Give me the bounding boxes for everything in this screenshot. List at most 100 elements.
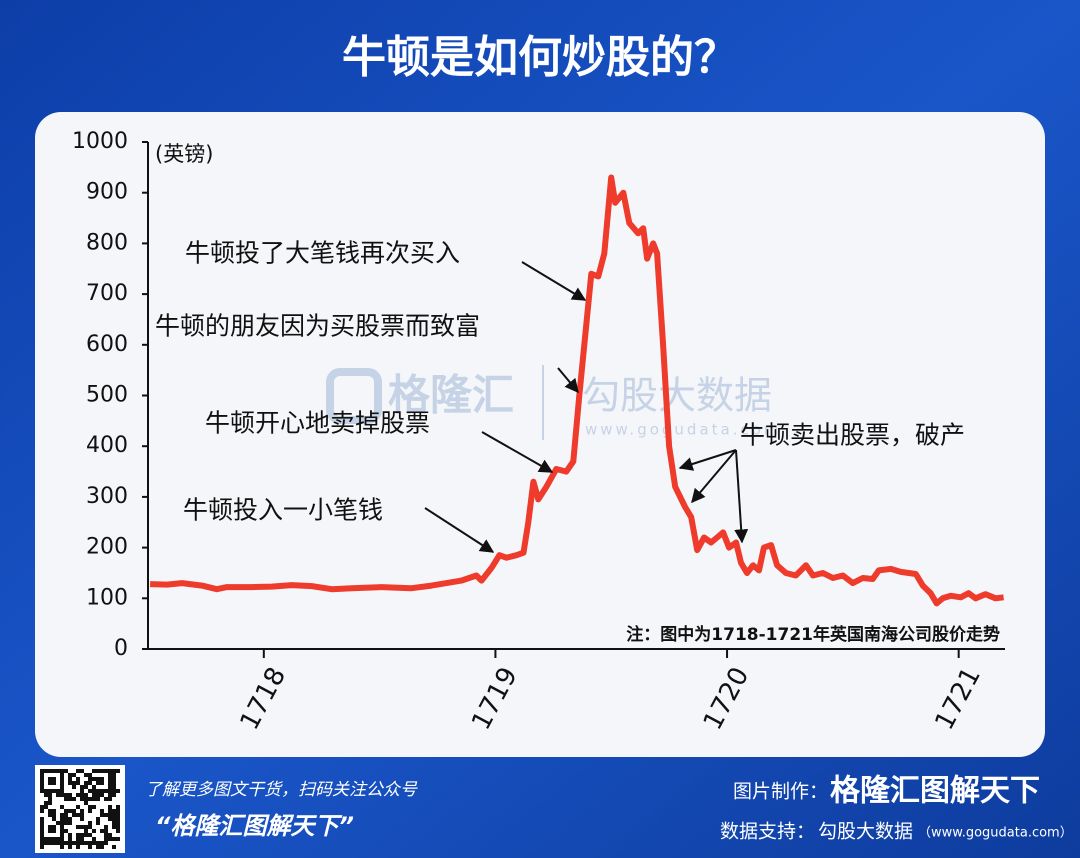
y-tick-label: 1000 [72, 129, 128, 154]
qr-cell [80, 841, 84, 845]
data-by: 勾股大数据 [818, 821, 913, 843]
qr-cell [60, 805, 64, 809]
qr-cell [112, 777, 116, 781]
qr-cell [52, 809, 56, 813]
qr-cell [60, 825, 64, 829]
qr-cell [72, 781, 76, 785]
qr-cell [60, 777, 64, 781]
qr-cell [88, 845, 92, 849]
qr-cell [40, 837, 44, 841]
y-tick-label: 500 [86, 383, 128, 408]
qr-cell [64, 817, 68, 821]
qr-cell [64, 813, 68, 817]
qr-cell [44, 805, 48, 809]
y-tick-label: 600 [86, 332, 128, 357]
annotation: 牛顿的朋友因为买股票而致富 [155, 312, 480, 341]
qr-cell [104, 789, 108, 793]
data-label: 数据支持： [720, 821, 815, 843]
qr-cell [92, 829, 96, 833]
annotation: 牛顿开心地卖掉股票 [205, 409, 430, 438]
qr-cell [80, 785, 84, 789]
qr-cell [52, 781, 56, 785]
qr-cell [112, 821, 116, 825]
qr-cell [64, 829, 68, 833]
qr-cell [64, 809, 68, 813]
qr-cell [100, 793, 104, 797]
qr-cell [108, 813, 112, 817]
qr-cell [52, 777, 56, 781]
qr-cell [112, 785, 116, 789]
y-tick-label: 300 [86, 484, 128, 509]
qr-cell [104, 833, 108, 837]
qr-cell [96, 821, 100, 825]
qr-cell [112, 837, 116, 841]
qr-cell [68, 773, 72, 777]
qr-cell [44, 801, 48, 805]
qr-cell [52, 789, 56, 793]
qr-cell [92, 805, 96, 809]
qr-cell [92, 777, 96, 781]
qr-cell [84, 829, 88, 833]
qr-cell [76, 845, 80, 849]
qr-cell [112, 813, 116, 817]
qr-cell [88, 805, 92, 809]
annotation-arrow [691, 449, 737, 504]
y-unit: (英镑) [155, 142, 213, 166]
qr-cell [96, 793, 100, 797]
qr-cell [108, 809, 112, 813]
qr-cell [112, 809, 116, 813]
qr-cell [88, 821, 92, 825]
qr-cell [116, 825, 120, 829]
qr-cell [96, 769, 100, 773]
qr-cell [72, 813, 76, 817]
qr-cell [56, 841, 60, 845]
annotation: 牛顿投入一小笔钱 [183, 496, 383, 525]
qr-cell [48, 797, 52, 801]
made-label: 图片制作： [733, 781, 828, 803]
qr-cell [116, 829, 120, 833]
qr-code [35, 765, 125, 853]
qr-cell [48, 801, 52, 805]
annotation-arrow [521, 261, 587, 301]
qr-cell [108, 793, 112, 797]
qr-cell [96, 789, 100, 793]
qr-cell [108, 769, 112, 773]
qr-cell [48, 837, 52, 841]
watermark: 格隆汇 勾股大数据 www.gogudata.com [326, 365, 779, 440]
qr-cell [40, 789, 44, 793]
qr-cell [52, 829, 56, 833]
qr-cell [108, 817, 112, 821]
annotation-arrow [678, 449, 737, 471]
qr-cell [100, 809, 104, 813]
note: 注：图中为1718-1721年英国南海公司股价走势 [626, 624, 1000, 645]
annotation-arrow [557, 367, 579, 394]
qr-cell [68, 841, 72, 845]
qr-cell [84, 797, 88, 801]
qr-cell [104, 825, 108, 829]
qr-cell [96, 777, 100, 781]
qr-cell [68, 845, 72, 849]
qr-cell [48, 793, 52, 797]
qr-cell [40, 829, 44, 833]
qr-cell [104, 797, 108, 801]
qr-cell [104, 813, 108, 817]
qr-cell [64, 821, 68, 825]
qr-cell [60, 845, 64, 849]
qr-cell [60, 833, 64, 837]
qr-cell [112, 781, 116, 785]
qr-cell [84, 781, 88, 785]
qr-cell [108, 789, 112, 793]
qr-cell [68, 821, 72, 825]
watermark-logo [326, 368, 382, 424]
qr-cell [64, 793, 68, 797]
qr-cell [52, 817, 56, 821]
qr-cell [48, 789, 52, 793]
qr-cell [96, 797, 100, 801]
qr-cell [96, 841, 100, 845]
qr-cell [60, 781, 64, 785]
qr-cell [84, 773, 88, 777]
qr-cell [84, 825, 88, 829]
qr-cell [84, 793, 88, 797]
qr-cell [100, 829, 104, 833]
